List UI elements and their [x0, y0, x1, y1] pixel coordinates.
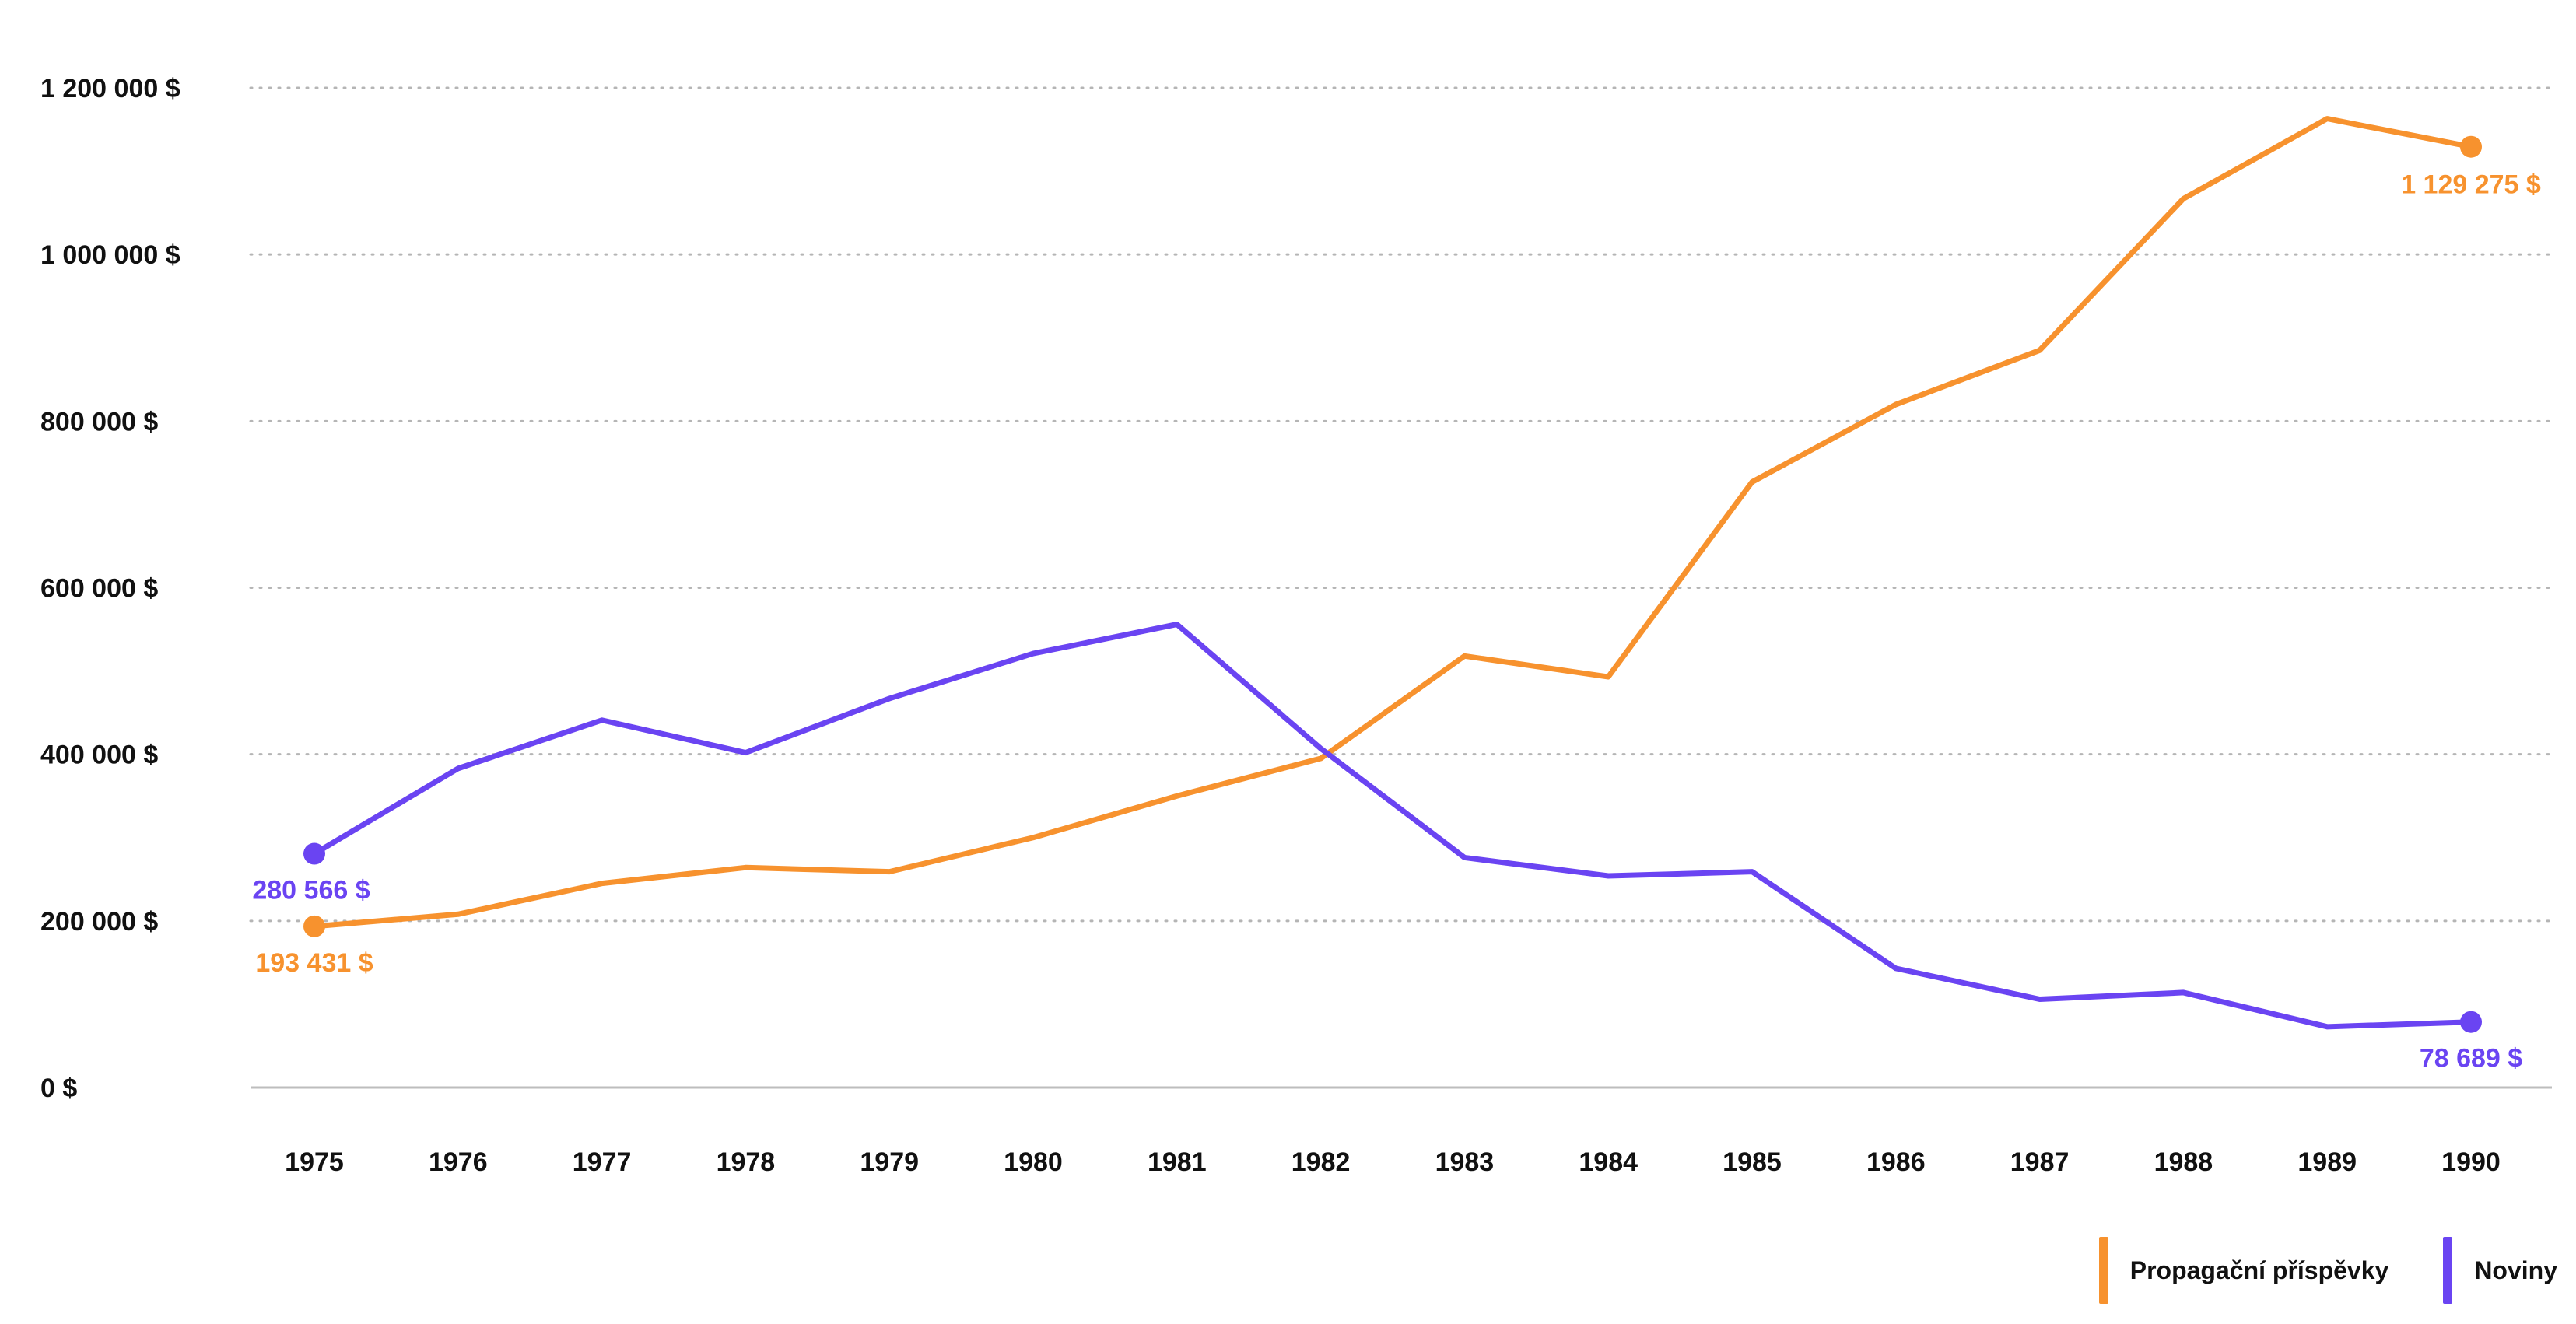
x-axis-ticks: 1975 1976 1977 1978 1979 1980 1981 1982 1983 1984…	[285, 1147, 2501, 1177]
series-line	[311, 116, 2474, 930]
data-label-start: 193 431 $	[255, 948, 373, 978]
legend-item-propagacni[interactable]: Propagační příspěvky	[2098, 1237, 2389, 1304]
x-tick-label: 1990	[2441, 1147, 2501, 1177]
gridlines	[249, 86, 2553, 923]
x-tick-label: 1984	[1579, 1147, 1638, 1177]
data-label-end: 78 689 $	[2420, 1044, 2522, 1074]
data-label-start: 280 566 $	[252, 876, 370, 905]
data-labels: 193 431 $ 1 129 275 $ 280 566 $ 78 689 $	[252, 170, 2541, 1074]
x-tick-label: 1987	[2010, 1147, 2070, 1177]
x-tick-label: 1986	[1866, 1147, 1926, 1177]
series-start-point	[303, 842, 325, 865]
legend-item-noviny[interactable]: Noviny	[2443, 1237, 2557, 1304]
y-tick-label: 1 200 000 $	[40, 74, 180, 103]
y-tick-label: 400 000 $	[40, 741, 158, 770]
x-tick-label: 1982	[1292, 1147, 1351, 1177]
legend: Propagační příspěvky Noviny	[2045, 1237, 2557, 1304]
x-tick-label: 1975	[285, 1147, 344, 1177]
y-tick-label: 0 $	[40, 1074, 77, 1103]
x-tick-label: 1977	[573, 1147, 632, 1177]
x-tick-label: 1985	[1723, 1147, 1782, 1177]
y-tick-label: 600 000 $	[40, 574, 158, 604]
series-end-point	[2460, 1011, 2482, 1033]
data-label-end: 1 129 275 $	[2401, 170, 2541, 200]
x-tick-label: 1979	[860, 1147, 919, 1177]
legend-label-noviny: Noviny	[2474, 1256, 2557, 1284]
series-end-point	[2460, 135, 2482, 158]
y-axis-ticks: 0 $ 200 000 $ 400 000 $ 600 000 $ 800 000 $ 1…	[40, 74, 180, 1103]
series-start-point	[303, 915, 325, 937]
x-tick-label: 1983	[1435, 1147, 1495, 1177]
x-tick-label: 1989	[2297, 1147, 2357, 1177]
x-tick-label: 1988	[2154, 1147, 2213, 1177]
legend-swatch-noviny	[2443, 1237, 2453, 1304]
y-tick-label: 200 000 $	[40, 907, 158, 937]
series-lines	[303, 116, 2482, 1033]
series-line	[311, 622, 2474, 1030]
legend-label-propagacni: Propagační příspěvky	[2129, 1256, 2389, 1284]
y-tick-label: 800 000 $	[40, 407, 158, 436]
x-tick-label: 1976	[429, 1147, 488, 1177]
x-tick-label: 1980	[1004, 1147, 1063, 1177]
x-tick-label: 1978	[717, 1147, 776, 1177]
x-tick-label: 1981	[1148, 1147, 1207, 1177]
y-tick-label: 1 000 000 $	[40, 240, 180, 270]
legend-swatch-propagacni	[2098, 1237, 2108, 1304]
